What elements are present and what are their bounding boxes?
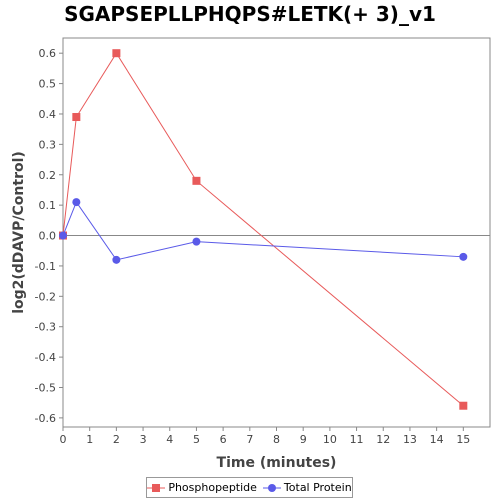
x-tick-label: 15 xyxy=(456,433,470,446)
x-axis: 0 1 2 3 4 5 6 7 8 9 10 11 12 13 14 15 xyxy=(60,427,470,446)
y-tick-label: -0.4 xyxy=(35,351,56,364)
y-tick-label: 0.4 xyxy=(39,108,57,121)
x-tick-label: 13 xyxy=(403,433,417,446)
y-tick-label: -0.2 xyxy=(35,290,56,303)
plot-frame xyxy=(62,37,491,428)
y-tick-label: 0.0 xyxy=(39,230,57,243)
x-tick-label: 11 xyxy=(350,433,364,446)
x-tick-label: 12 xyxy=(376,433,390,446)
data-point-total-protein xyxy=(459,252,468,261)
legend-item-total-protein: Total Protein xyxy=(262,481,352,494)
x-tick-label: 3 xyxy=(140,433,147,446)
y-tick-label: 0.6 xyxy=(39,47,57,60)
x-tick-label: 7 xyxy=(246,433,253,446)
x-tick-label: 4 xyxy=(166,433,173,446)
y-tick-label: 0.3 xyxy=(39,138,57,151)
legend-swatch-total-protein xyxy=(262,483,281,492)
y-tick-label: -0.5 xyxy=(35,381,56,394)
y-axis-label: log2(dDAVP/Control) xyxy=(11,151,27,314)
x-axis-label: Time (minutes) xyxy=(217,455,337,471)
y-tick-label: -0.1 xyxy=(35,260,56,273)
chart-title: SGAPSEPLLPHQPS#LETK(+ 3)_v1 xyxy=(64,2,436,26)
data-point-phosphopeptide xyxy=(112,49,121,58)
legend-label-phosphopeptide: Phosphopeptide xyxy=(168,481,257,494)
legend-label-total-protein: Total Protein xyxy=(283,481,352,494)
y-tick-label: 0.2 xyxy=(39,169,57,182)
y-tick-label: 0.5 xyxy=(39,78,57,91)
x-tick-label: 1 xyxy=(86,433,93,446)
x-tick-label: 2 xyxy=(113,433,120,446)
series-layer xyxy=(59,49,468,410)
legend-swatch-phosphopeptide xyxy=(147,483,166,492)
series-total-protein xyxy=(59,198,468,264)
data-point-phosphopeptide xyxy=(72,113,81,122)
x-tick-label: 9 xyxy=(300,433,307,446)
data-point-total-protein xyxy=(192,237,201,246)
x-tick-label: 8 xyxy=(273,433,280,446)
x-tick-label: 10 xyxy=(323,433,337,446)
legend: Phosphopeptide Total Protein xyxy=(146,477,353,498)
data-point-total-protein xyxy=(112,255,121,264)
y-tick-label: 0.1 xyxy=(39,199,57,212)
data-point-total-protein xyxy=(59,231,67,240)
x-tick-label: 5 xyxy=(193,433,200,446)
y-tick-label: -0.6 xyxy=(35,412,56,425)
data-point-total-protein xyxy=(72,198,81,207)
x-tick-label: 6 xyxy=(220,433,227,446)
y-tick-label: -0.3 xyxy=(35,321,56,334)
x-tick-label: 14 xyxy=(430,433,444,446)
legend-item-phosphopeptide: Phosphopeptide xyxy=(147,481,257,494)
x-tick-label: 0 xyxy=(60,433,67,446)
data-point-phosphopeptide xyxy=(192,176,201,185)
data-point-phosphopeptide xyxy=(459,401,468,410)
y-axis: 0.6 0.5 0.4 0.3 0.2 0.1 0.0 -0.1 -0.2 -0.3 -0.4 -0.… xyxy=(35,47,63,425)
